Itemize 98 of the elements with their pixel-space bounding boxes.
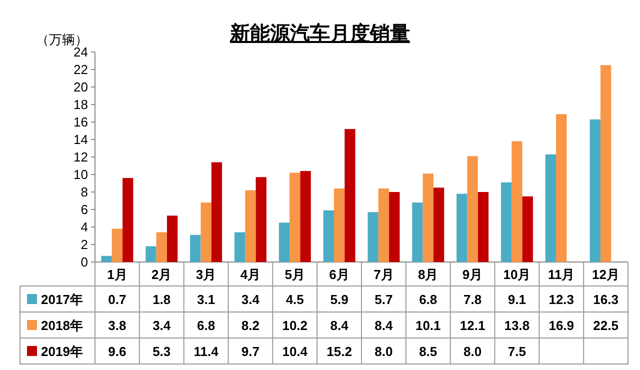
data-label: 1.8	[152, 292, 171, 307]
data-label: 8.5	[419, 344, 438, 359]
bar	[467, 156, 478, 262]
bar	[590, 119, 600, 262]
x-tick-label: 11月	[548, 267, 575, 282]
bar	[156, 232, 167, 262]
data-label: 10.1	[415, 318, 441, 333]
data-label: 3.4	[152, 318, 172, 333]
bar	[334, 188, 345, 262]
y-tick-label: 2	[80, 237, 88, 252]
legend-label: 2018年	[41, 318, 83, 333]
data-label: 16.3	[593, 292, 618, 307]
bar	[256, 177, 266, 262]
bar	[323, 210, 334, 262]
data-label: 8.2	[241, 318, 260, 333]
data-label: 8.4	[330, 318, 350, 333]
x-tick-label: 7月	[374, 267, 394, 282]
data-label: 6.8	[419, 292, 438, 307]
bar	[368, 212, 378, 262]
bar	[500, 182, 512, 262]
bar	[412, 202, 423, 262]
data-label: 9.1	[508, 292, 526, 307]
bar	[190, 234, 201, 262]
data-label: 9.7	[241, 344, 260, 359]
data-label: 3.4	[241, 292, 260, 307]
y-tick-label: 24	[74, 44, 88, 60]
y-tick-label: 4	[80, 220, 88, 234]
bar	[300, 171, 311, 262]
bar	[146, 246, 156, 262]
bar	[234, 232, 246, 262]
data-label: 8.0	[374, 344, 393, 359]
legend-label: 2017年	[41, 292, 83, 307]
data-label: 9.6	[108, 344, 126, 359]
data-label: 13.8	[504, 318, 530, 333]
y-tick-label: 14	[74, 132, 88, 147]
y-axis-title: （万辆）	[36, 32, 88, 47]
bar	[545, 154, 556, 262]
bar	[245, 190, 256, 262]
data-label: 10.4	[282, 344, 308, 359]
data-label: 3.8	[108, 318, 126, 333]
bar	[166, 216, 178, 262]
bar	[478, 192, 489, 262]
y-tick-label: 18	[74, 97, 88, 112]
bar	[290, 172, 300, 262]
bar	[378, 188, 390, 262]
data-label: 5.9	[330, 292, 348, 307]
x-tick-label: 10月	[503, 267, 531, 282]
legend-label: 2019年	[41, 344, 83, 359]
bar	[278, 222, 290, 262]
x-tick-label: 1月	[107, 267, 128, 282]
y-tick-label: 16	[74, 114, 88, 130]
data-label: 16.9	[548, 318, 574, 333]
bar	[200, 202, 212, 262]
y-tick-label: 6	[80, 202, 88, 217]
data-label: 5.7	[374, 292, 393, 307]
y-tick-label: 0	[80, 254, 88, 270]
data-label: 7.5	[508, 344, 526, 359]
bar	[112, 228, 123, 262]
bar	[389, 192, 400, 262]
x-tick-label: 5月	[284, 267, 305, 282]
bar	[211, 162, 222, 262]
bar	[433, 188, 444, 262]
data-label: 15.2	[326, 344, 352, 359]
y-tick-label: 8	[80, 184, 88, 200]
data-label: 6.8	[197, 318, 216, 333]
x-tick-label: 4月	[240, 267, 261, 282]
data-label: 3.1	[197, 292, 216, 307]
data-label: 22.5	[593, 318, 618, 333]
x-tick-label: 8月	[418, 267, 438, 282]
data-label: 12.1	[460, 318, 486, 333]
data-label: 12.3	[548, 292, 574, 307]
data-label: 8.0	[464, 344, 482, 359]
data-label: 7.8	[464, 292, 482, 307]
bar	[422, 174, 434, 262]
data-label: 10.2	[282, 318, 308, 333]
y-tick-label: 22	[74, 62, 88, 77]
bar	[344, 129, 356, 262]
bar	[101, 256, 112, 262]
bar	[556, 114, 567, 262]
data-label: 11.4	[194, 344, 220, 359]
y-tick-label: 12	[74, 150, 88, 164]
bar	[456, 194, 468, 262]
data-label: 5.3	[152, 344, 171, 359]
data-label: 4.5	[286, 292, 304, 307]
x-tick-label: 3月	[196, 267, 216, 282]
y-tick-label: 20	[74, 80, 88, 94]
data-label: 8.4	[374, 318, 394, 333]
bar	[522, 196, 533, 262]
bar	[122, 178, 134, 262]
data-label: 0.7	[108, 292, 126, 307]
bar	[600, 65, 612, 262]
y-tick-label: 10	[74, 167, 88, 182]
x-tick-label: 9月	[462, 267, 483, 282]
x-tick-label: 2月	[152, 267, 172, 282]
bar	[512, 141, 522, 262]
chart-title: 新能源汽车月度销量	[229, 22, 410, 45]
x-tick-label: 6月	[329, 267, 350, 282]
x-tick-label: 12月	[592, 267, 620, 282]
